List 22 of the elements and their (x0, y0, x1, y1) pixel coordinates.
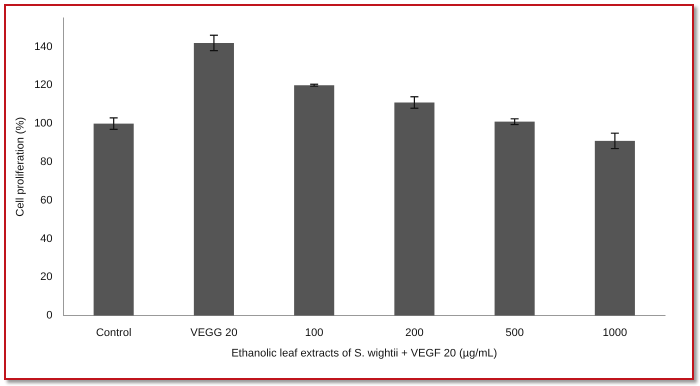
bar (94, 124, 134, 316)
y-tick-label: 140 (34, 40, 53, 53)
x-tick-label: 500 (505, 327, 524, 340)
y-tick-label: 60 (40, 194, 53, 206)
y-tick-label: 40 (40, 232, 53, 245)
bar (394, 102, 434, 316)
y-tick-label: 80 (40, 156, 53, 168)
y-tick-label: 20 (40, 271, 53, 284)
x-tick-label: 100 (304, 327, 324, 340)
x-tick-label: Control (96, 327, 132, 340)
bar (494, 122, 535, 316)
y-tick-label: 0 (46, 310, 53, 322)
bar (594, 140, 635, 316)
bar (194, 42, 234, 316)
x-axis-title: Ethanolic leaf extracts of S. wightii + VEGF 20 (µg/mL) (231, 347, 498, 360)
y-axis-title: Cell proliferation (%) (14, 116, 27, 217)
x-tick-label: VEGG 20 (190, 327, 238, 340)
x-tick-label: 1000 (602, 327, 628, 340)
y-tick-label: 120 (34, 79, 53, 92)
bar (294, 85, 334, 316)
y-tick-label: 100 (34, 118, 53, 130)
x-tick-label: 200 (405, 327, 424, 340)
